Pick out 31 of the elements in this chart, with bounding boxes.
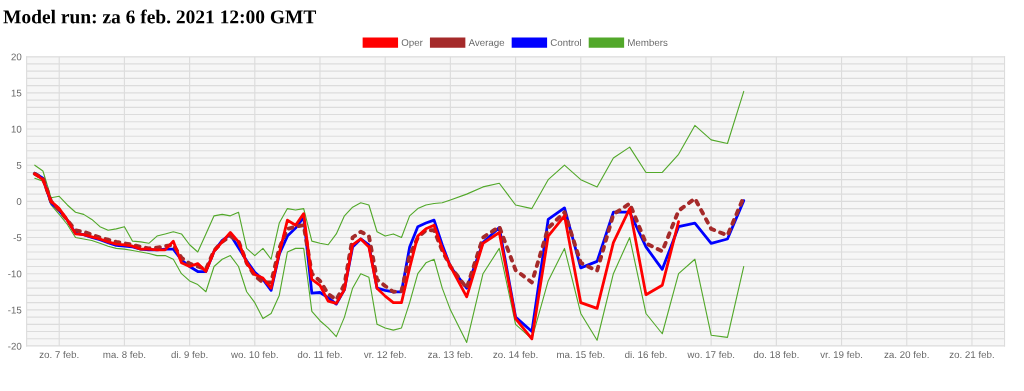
y-tick-label: 10 [11,125,22,133]
x-tick-label: ma. 15 feb. [557,350,605,359]
x-tick-label: zo. 7 feb. [39,350,79,359]
y-tick-label: -15 [8,306,22,314]
x-tick-label: do. 18 feb. [753,350,799,359]
y-tick-label: 0 [16,198,22,205]
y-tick-label: -10 [8,270,22,278]
line-series [34,90,745,260]
y-tick-label: 20 [11,53,22,61]
chart-title: Model run: za 6 feb. 2021 12:00 GMT [3,9,317,24]
line-series [32,171,746,302]
legend-label: Average [468,39,505,48]
legend-label: Members [628,38,668,47]
x-tick-label: za. 13 feb. [428,350,473,359]
x-tick-label: wo. 10 feb. [231,350,278,359]
x-tick-label: di. 9 feb. [171,350,208,359]
y-tick-label: -5 [13,234,22,242]
y-tick-label: 5 [16,162,22,169]
x-tick-label: zo. 21 feb. [949,350,994,359]
x-tick-label: di. 16 feb. [625,350,667,359]
y-tick-label: -20 [8,342,22,350]
x-tick-label: ma. 8 feb. [103,350,146,359]
x-tick-label: zo. 14 feb. [493,350,538,359]
x-tick-label: wo. 17 feb. [687,350,735,359]
x-tick-label: za. 20 feb. [884,350,929,359]
x-tick-label: do. 11 feb. [297,350,342,359]
legend-label: Control [550,38,581,47]
y-tick-label: 15 [11,89,22,97]
x-tick-label: vr. 19 feb. [820,350,863,359]
x-tick-label: vr. 12 feb. [363,350,406,359]
legend-label: Oper [401,39,423,48]
